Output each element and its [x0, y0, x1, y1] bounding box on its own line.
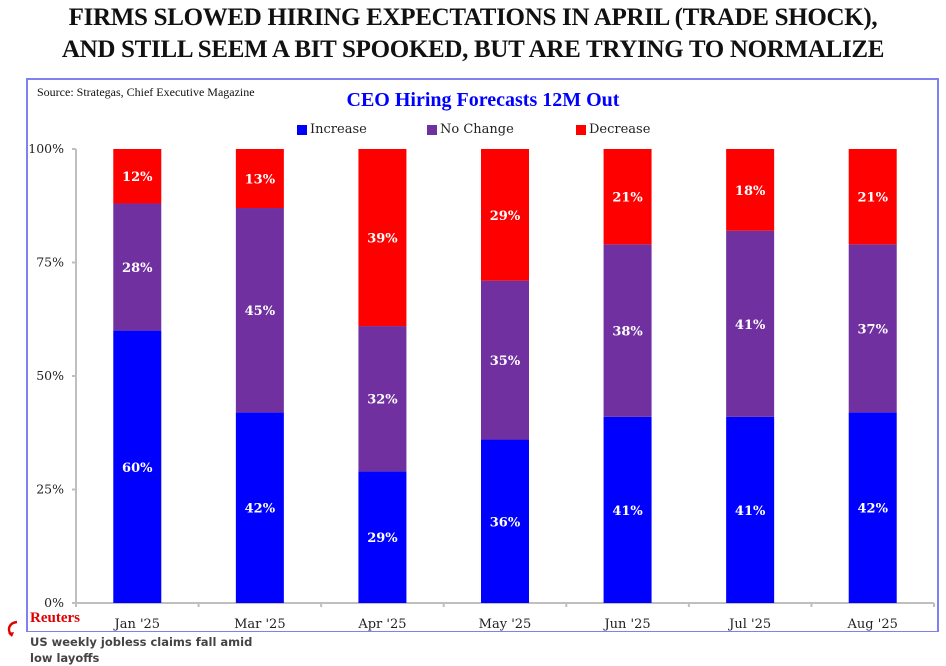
bar-segment-decrease — [726, 149, 775, 231]
data-label: 45% — [245, 304, 276, 319]
bar-segment-decrease — [235, 149, 284, 209]
legend-label-decrease: Decrease — [589, 122, 651, 137]
data-label: 36% — [490, 515, 521, 530]
data-label: 18% — [735, 184, 766, 199]
x-tick-label: Aug '25 — [847, 617, 898, 632]
data-label: 60% — [122, 461, 153, 476]
source-note: Source: Strategas, Chief Executive Magaz… — [37, 85, 255, 99]
bar-segment-no-change — [358, 326, 407, 472]
bar-segment-decrease — [481, 149, 529, 281]
bar-segment-increase — [358, 471, 407, 603]
data-label: 41% — [612, 504, 643, 519]
data-label: 29% — [490, 209, 521, 224]
bar-segment-decrease — [603, 149, 652, 245]
x-tick-label: May '25 — [479, 617, 532, 632]
x-tick-label: Apr '25 — [357, 617, 406, 632]
data-label: 41% — [735, 318, 766, 333]
y-tick-label: 0% — [44, 595, 64, 610]
chart-title: CEO Hiring Forecasts 12M Out — [346, 89, 620, 111]
bar-segment-decrease — [848, 149, 897, 245]
data-label: 28% — [122, 261, 153, 276]
bar-segment-increase — [235, 412, 284, 603]
x-tick-label: Jun '25 — [602, 617, 650, 632]
data-label: 21% — [612, 191, 643, 206]
data-label: 13% — [245, 173, 276, 188]
bar-segment-no-change — [235, 208, 284, 413]
x-tick-label: Jan '25 — [112, 617, 160, 632]
news-headline-link[interactable]: US weekly jobless claims fall amid low l… — [30, 635, 253, 665]
headline-line-2: AND STILL SEEM A BIT SPOOKED, BUT ARE TR… — [61, 36, 885, 63]
bar-segment-increase — [726, 416, 775, 603]
bar-segment-decrease — [358, 149, 407, 327]
x-tick-label: Mar '25 — [234, 617, 286, 632]
data-label: 42% — [245, 502, 276, 517]
data-label: 39% — [367, 232, 398, 247]
bar-segment-no-change — [603, 244, 652, 417]
bar-segment-no-change — [113, 203, 162, 331]
y-tick-label: 50% — [36, 368, 64, 383]
legend-label-no-change: No Change — [440, 122, 514, 137]
legend-item-decrease: Decrease — [576, 122, 650, 137]
bar-segment-no-change — [848, 244, 897, 413]
data-label: 32% — [367, 393, 398, 408]
data-label: 12% — [122, 170, 153, 185]
y-tick-label: 75% — [36, 255, 64, 270]
chart-frame — [26, 78, 939, 632]
legend-swatch-decrease — [576, 124, 586, 135]
data-label: 35% — [490, 354, 521, 369]
bar-segment-no-change — [481, 280, 529, 440]
headline-line-1: FIRMS SLOWED HIRING EXPECTATIONS IN APRI… — [68, 4, 878, 31]
legend-label-increase: Increase — [310, 122, 367, 137]
bar-segment-increase — [481, 439, 529, 603]
y-tick-label: 25% — [36, 482, 64, 497]
legend-item-no-change: No Change — [427, 122, 514, 137]
data-label: 37% — [857, 322, 888, 337]
reuters-arrow-icon — [7, 620, 18, 637]
y-tick-label: 100% — [28, 141, 64, 156]
bar-segment-increase — [113, 330, 162, 603]
legend-item-increase: Increase — [297, 122, 367, 137]
data-label: 38% — [612, 325, 643, 340]
legend-swatch-increase — [297, 124, 307, 135]
data-label: 29% — [367, 531, 398, 546]
data-label: 41% — [735, 504, 766, 519]
data-label: 42% — [857, 502, 888, 517]
x-tick-label: Jul '25 — [727, 617, 771, 632]
bar-segment-increase — [603, 416, 652, 603]
bar-segment-increase — [848, 412, 897, 603]
data-label: 21% — [857, 191, 888, 206]
bar-segment-decrease — [113, 149, 162, 204]
legend-swatch-no-change — [427, 124, 437, 135]
news-publisher: Reuters — [30, 610, 80, 626]
bar-segment-no-change — [726, 230, 775, 417]
